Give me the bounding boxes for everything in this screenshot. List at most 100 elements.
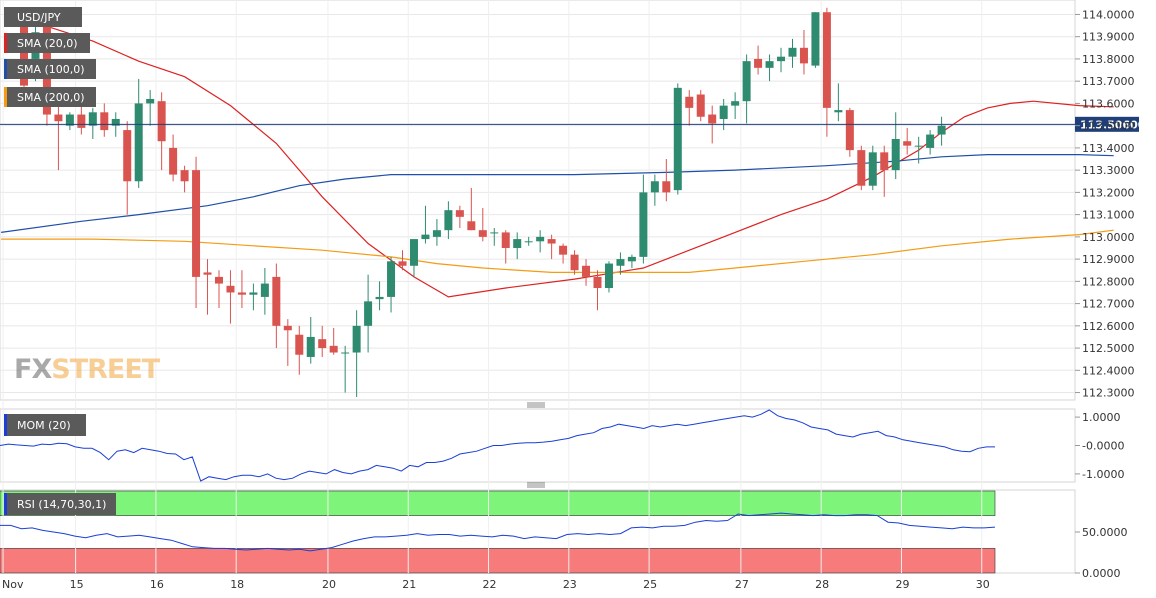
price-tick-label: 113.8000 xyxy=(1082,53,1135,66)
candle-bearish xyxy=(123,121,132,215)
price-tick-label: 113.6000 xyxy=(1082,97,1135,110)
candle-body xyxy=(501,232,510,248)
mom-line xyxy=(0,409,995,482)
candle-bullish xyxy=(650,174,659,206)
candle-bullish xyxy=(341,345,350,393)
candle-bearish xyxy=(100,103,109,137)
candle-bullish xyxy=(834,83,843,122)
current-price-tag: 113.50600 xyxy=(1075,116,1146,132)
candle-bearish xyxy=(857,145,866,191)
candle-body xyxy=(811,12,820,66)
candle-body xyxy=(604,263,613,289)
candle-body xyxy=(639,192,648,257)
candle-body xyxy=(822,12,831,108)
candle-body xyxy=(260,283,269,297)
legend-usdjpy-label: USD/JPY xyxy=(17,11,61,24)
candle-body xyxy=(157,101,166,142)
candle-bearish xyxy=(295,325,304,375)
price-tick-label: 112.3000 xyxy=(1082,387,1135,400)
candle-body xyxy=(352,325,361,353)
date-label: 22 xyxy=(483,578,497,591)
legend-rsi[interactable]: RSI (14,70,30,1) xyxy=(4,493,116,515)
candle-body xyxy=(226,285,235,293)
candle-bearish xyxy=(559,243,568,264)
legend-mom[interactable]: MOM (20) xyxy=(4,414,86,436)
legend-sma100-label: SMA (100,0) xyxy=(17,63,85,76)
candle-body xyxy=(547,239,556,244)
legend-usdjpy[interactable]: USD/JPY xyxy=(4,7,82,27)
candle-body xyxy=(88,112,97,126)
candle-body xyxy=(570,254,579,271)
price-tick-label: 113.0000 xyxy=(1082,231,1135,244)
candle-body xyxy=(249,292,258,295)
date-label: 25 xyxy=(643,578,657,591)
candle-bullish xyxy=(260,268,269,315)
candle-bearish xyxy=(903,127,912,155)
candle-bearish xyxy=(283,319,292,366)
candle-body xyxy=(421,234,430,240)
candle-bullish xyxy=(627,254,636,268)
candle-bullish xyxy=(387,256,396,313)
candle-bullish xyxy=(777,47,786,73)
candle-body xyxy=(799,47,808,64)
candle-bearish xyxy=(455,205,464,228)
candle-bullish xyxy=(249,283,258,311)
candle-body xyxy=(341,352,350,354)
svg-text:FXSTREET: FXSTREET xyxy=(14,354,161,385)
price-tick-label: 113.1000 xyxy=(1082,209,1135,222)
legend-sma100[interactable]: SMA (100,0) xyxy=(4,59,96,79)
axis-labels: 114.0000 113.9000 113.8000 113.7000 113.6000… xyxy=(2,8,1135,591)
candle-bearish xyxy=(203,259,212,315)
legend-sma200[interactable]: SMA (200,0) xyxy=(4,87,96,107)
candle-bearish xyxy=(799,30,808,75)
candle-bullish xyxy=(134,78,143,188)
candle-bullish xyxy=(364,274,373,353)
candle-bullish xyxy=(146,90,155,126)
candle-body xyxy=(868,152,877,186)
rsi-oversold-zone xyxy=(0,548,996,574)
candle-bullish xyxy=(513,232,522,260)
date-label: 21 xyxy=(402,578,416,591)
legend-sma20[interactable]: SMA (20,0) xyxy=(4,33,90,53)
legend-mom-swatch xyxy=(4,414,7,436)
candle-bearish xyxy=(467,187,476,231)
candle-body xyxy=(536,236,545,242)
candle-body xyxy=(650,181,659,193)
price-tick-label: 112.4000 xyxy=(1082,364,1135,377)
price-tick-label: 113.7000 xyxy=(1082,75,1135,88)
candle-body xyxy=(708,114,717,124)
candle-bearish xyxy=(478,207,487,242)
rsi-overbought-zone xyxy=(0,490,996,516)
candle-bearish xyxy=(398,250,407,271)
candle-body xyxy=(627,256,636,262)
candle-body xyxy=(788,47,797,57)
candle-bullish xyxy=(788,38,797,68)
price-tick-label: 113.2000 xyxy=(1082,186,1135,199)
panel-resize-handle-2[interactable] xyxy=(527,482,545,488)
price-tick-label: 112.9000 xyxy=(1082,253,1135,266)
panel-resize-handle-1[interactable] xyxy=(527,402,545,408)
date-label: 29 xyxy=(895,578,909,591)
date-label: 20 xyxy=(322,578,336,591)
candle-body xyxy=(513,239,522,248)
price-tick-label: 114.0000 xyxy=(1082,8,1135,21)
candle-body xyxy=(306,336,315,357)
candle-bullish xyxy=(432,219,441,246)
price-tick-label: 113.3000 xyxy=(1082,164,1135,177)
candle-body xyxy=(914,145,923,147)
price-tick-label: 112.6000 xyxy=(1082,320,1135,333)
candle-body xyxy=(937,125,946,135)
candle-bullish xyxy=(616,252,625,275)
candle-bullish xyxy=(914,136,923,164)
date-label: 23 xyxy=(563,578,577,591)
candle-body xyxy=(616,259,625,266)
candle-body xyxy=(662,181,671,193)
mom-panel[interactable] xyxy=(0,408,1076,483)
candle-body xyxy=(283,325,292,331)
candle-body xyxy=(857,150,866,186)
candle-bullish xyxy=(926,130,935,155)
candle-body xyxy=(398,261,407,266)
price-panel[interactable] xyxy=(0,0,1076,401)
candle-bearish xyxy=(192,156,201,309)
